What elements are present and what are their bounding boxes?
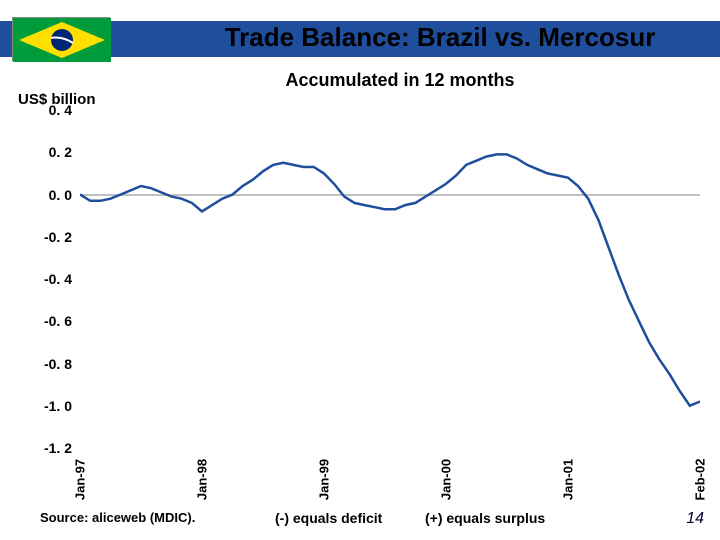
page-title: Trade Balance: Brazil vs. Mercosur (170, 22, 710, 53)
x-tick-label: Jan-97 (73, 450, 88, 510)
line-chart (80, 110, 700, 448)
x-tick-label: Jan-98 (194, 450, 209, 510)
y-tick-label: -0. 8 (12, 356, 72, 372)
x-tick-label: Jan-01 (560, 450, 575, 510)
chart-subtitle: Accumulated in 12 months (200, 70, 600, 91)
page-number: 14 (686, 510, 704, 528)
y-tick-label: 0. 2 (12, 144, 72, 160)
y-tick-label: -1. 0 (12, 398, 72, 414)
y-tick-label: -0. 2 (12, 229, 72, 245)
y-tick-label: -0. 4 (12, 271, 72, 287)
y-tick-label: 0. 4 (12, 102, 72, 118)
y-tick-label: -0. 6 (12, 313, 72, 329)
brazil-flag (12, 17, 110, 61)
x-tick-label: Jan-00 (438, 450, 453, 510)
x-tick-label: Feb-02 (693, 450, 708, 510)
y-tick-label: -1. 2 (12, 440, 72, 456)
source-label: Source: aliceweb (MDIC). (40, 510, 195, 525)
x-tick-label: Jan-99 (316, 450, 331, 510)
legend-surplus: (+) equals surplus (425, 510, 545, 526)
legend-deficit: (-) equals deficit (275, 510, 382, 526)
y-tick-label: 0. 0 (12, 187, 72, 203)
